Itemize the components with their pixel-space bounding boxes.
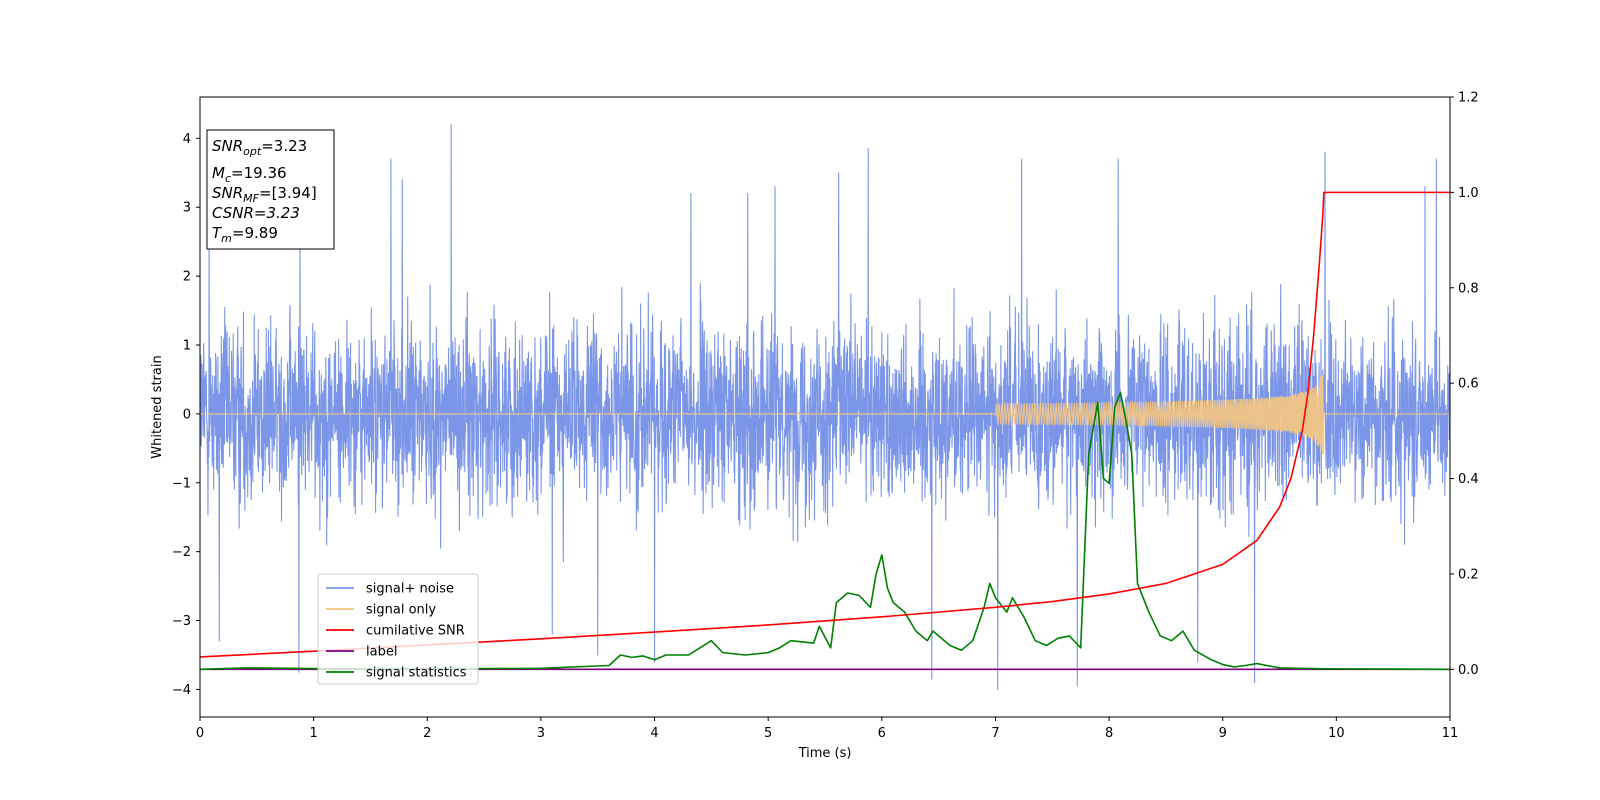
legend-label: label (366, 645, 397, 660)
y2-tick-label: 0.0 (1458, 663, 1479, 678)
series-signal-only-line (200, 374, 1450, 455)
x-axis: 0 1 2 3 4 5 6 7 8 9 10 11 (196, 717, 1458, 741)
info-mc: Mc=19.36 (212, 164, 287, 185)
info-snr-mf: SNRMF=[3.94] (212, 184, 317, 205)
info-box: SNRopt=3.23 Mc=19.36 SNRMF=[3.94] CSNR=3… (206, 129, 335, 250)
y-tick-label: 4 (183, 132, 191, 147)
x-tick-label: 1 (309, 726, 317, 741)
legend: signal+ noise signal only cumilative SNR la… (317, 573, 479, 685)
legend-frame (317, 573, 479, 685)
y-tick-label: 3 (183, 201, 191, 216)
x-axis-label: Time (s) (798, 746, 852, 761)
y2-tick-label: 1.2 (1458, 91, 1479, 106)
x-tick-label: 8 (1105, 726, 1113, 741)
y2-tick-label: 0.8 (1458, 281, 1479, 296)
plot-frame (199, 96, 1451, 718)
y-tick-label: −3 (172, 614, 191, 629)
legend-label: signal statistics (366, 666, 467, 681)
legend-label: cumilative SNR (366, 624, 465, 639)
y2-tick-label: 0.4 (1458, 472, 1479, 487)
series-signal-statistics-line (200, 391, 1450, 671)
y-axis-label: Whitened strain (150, 355, 165, 458)
info-snr-opt: SNRopt=3.23 (212, 137, 307, 158)
y-axis-left: −4 −3 −2 −1 0 1 2 3 4 (172, 132, 200, 698)
x-tick-label: 11 (1442, 726, 1459, 741)
info-box-frame (206, 129, 335, 250)
y-tick-label: 1 (183, 339, 191, 354)
x-tick-label: 3 (537, 726, 545, 741)
series-cumilative-snr-line (200, 191, 1450, 658)
legend-label: signal only (366, 603, 436, 618)
y2-tick-label: 0.2 (1458, 567, 1479, 582)
y2-tick-label: 0.6 (1458, 377, 1479, 392)
info-csnr: CSNR=3.23 (212, 204, 300, 222)
x-tick-label: 5 (764, 726, 772, 741)
x-tick-label: 9 (1219, 726, 1227, 741)
x-tick-label: 7 (991, 726, 999, 741)
y-tick-label: 2 (183, 270, 191, 285)
x-tick-label: 2 (423, 726, 431, 741)
y-tick-label: −4 (172, 683, 191, 698)
x-tick-label: 10 (1328, 726, 1345, 741)
x-tick-label: 0 (196, 726, 204, 741)
x-tick-label: 6 (878, 726, 886, 741)
legend-label: signal+ noise (366, 582, 454, 597)
y2-tick-label: 1.0 (1458, 186, 1479, 201)
y-axis-right: 0.0 0.2 0.4 0.6 0.8 1.0 1.2 (1450, 91, 1479, 678)
y-tick-label: −1 (172, 476, 191, 491)
y-tick-label: 0 (183, 407, 191, 422)
y-tick-label: −2 (172, 545, 191, 560)
x-tick-label: 4 (650, 726, 658, 741)
info-tm: Tm=9.89 (212, 224, 278, 245)
